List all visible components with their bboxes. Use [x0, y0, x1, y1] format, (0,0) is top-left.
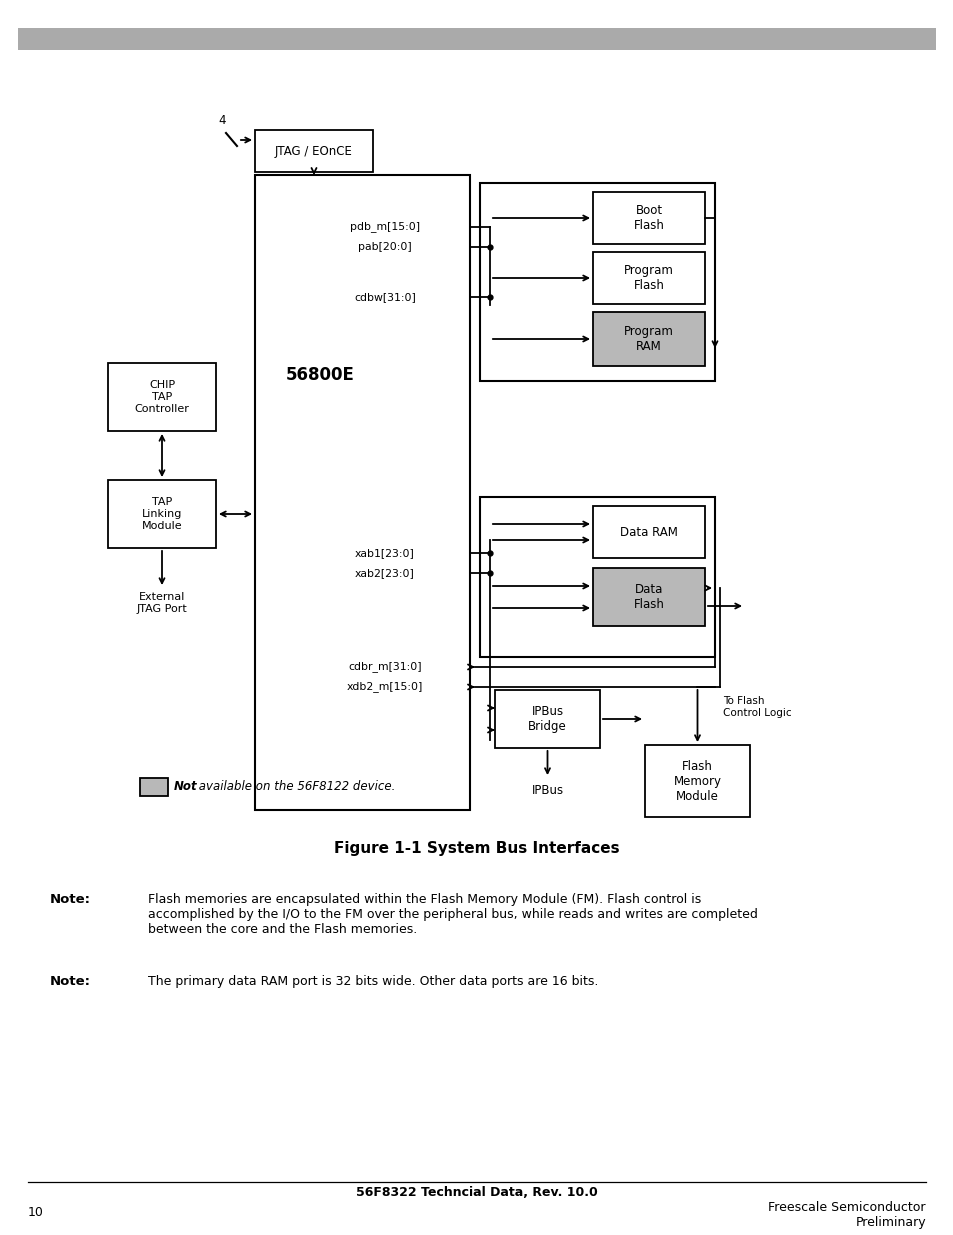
Text: TAP
Linking
Module: TAP Linking Module: [142, 498, 182, 531]
Text: 56F8322 Techncial Data, Rev. 10.0: 56F8322 Techncial Data, Rev. 10.0: [355, 1187, 598, 1199]
Text: Flash memories are encapsulated within the Flash Memory Module (FM). Flash contr: Flash memories are encapsulated within t…: [148, 893, 757, 936]
Bar: [495, 690, 599, 748]
Text: xab2[23:0]: xab2[23:0]: [355, 568, 415, 578]
Text: Flash
Memory
Module: Flash Memory Module: [673, 760, 720, 803]
Text: cdbw[31:0]: cdbw[31:0]: [354, 291, 416, 303]
Bar: [644, 745, 749, 818]
Text: Data
Flash: Data Flash: [633, 583, 663, 611]
Text: To Flash
Control Logic: To Flash Control Logic: [722, 697, 791, 718]
Bar: [108, 480, 215, 548]
Text: Data RAM: Data RAM: [619, 526, 678, 538]
Text: JTAG / EOnCE: JTAG / EOnCE: [274, 144, 353, 158]
Text: Note:: Note:: [50, 974, 91, 988]
Bar: [593, 191, 704, 245]
Text: Freescale Semiconductor
Preliminary: Freescale Semiconductor Preliminary: [768, 1200, 925, 1229]
Text: Boot
Flash: Boot Flash: [633, 204, 663, 232]
Bar: [254, 175, 470, 810]
Text: 10: 10: [28, 1205, 44, 1219]
Text: Not: Not: [173, 781, 197, 794]
Bar: [479, 496, 714, 657]
Text: 4: 4: [218, 114, 225, 126]
Bar: [254, 130, 373, 172]
Text: Figure 1-1 System Bus Interfaces: Figure 1-1 System Bus Interfaces: [334, 841, 619, 856]
Text: xab1[23:0]: xab1[23:0]: [355, 548, 415, 558]
Text: cdbr_m[31:0]: cdbr_m[31:0]: [348, 662, 421, 672]
Bar: [593, 568, 704, 626]
Text: Program
RAM: Program RAM: [623, 325, 673, 353]
Text: Note:: Note:: [50, 893, 91, 906]
Bar: [593, 252, 704, 304]
Text: CHIP
TAP
Controller: CHIP TAP Controller: [134, 380, 190, 414]
Text: External
JTAG Port: External JTAG Port: [136, 593, 187, 614]
Text: xdb2_m[15:0]: xdb2_m[15:0]: [347, 682, 423, 693]
Bar: [479, 183, 714, 382]
Text: 56800E: 56800E: [285, 366, 355, 384]
Text: The primary data RAM port is 32 bits wide. Other data ports are 16 bits.: The primary data RAM port is 32 bits wid…: [148, 974, 598, 988]
Bar: [18, 28, 935, 49]
Text: available on the 56F8122 device.: available on the 56F8122 device.: [194, 781, 395, 794]
Text: pdb_m[15:0]: pdb_m[15:0]: [350, 221, 419, 232]
Bar: [140, 778, 168, 797]
Text: Program
Flash: Program Flash: [623, 264, 673, 291]
Text: IPBus
Bridge: IPBus Bridge: [528, 705, 566, 734]
Bar: [108, 363, 215, 431]
Text: pab[20:0]: pab[20:0]: [357, 242, 412, 252]
Bar: [593, 312, 704, 366]
Bar: [593, 506, 704, 558]
Text: IPBus: IPBus: [531, 783, 563, 797]
